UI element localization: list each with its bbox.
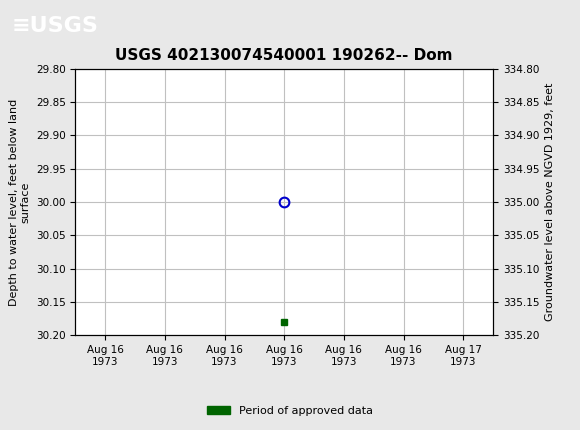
Y-axis label: Depth to water level, feet below land
surface: Depth to water level, feet below land su… xyxy=(9,98,30,306)
Text: ≡USGS: ≡USGS xyxy=(12,16,99,36)
Legend: Period of approved data: Period of approved data xyxy=(203,401,377,420)
Y-axis label: Groundwater level above NGVD 1929, feet: Groundwater level above NGVD 1929, feet xyxy=(545,83,555,321)
Title: USGS 402130074540001 190262-- Dom: USGS 402130074540001 190262-- Dom xyxy=(115,49,453,64)
